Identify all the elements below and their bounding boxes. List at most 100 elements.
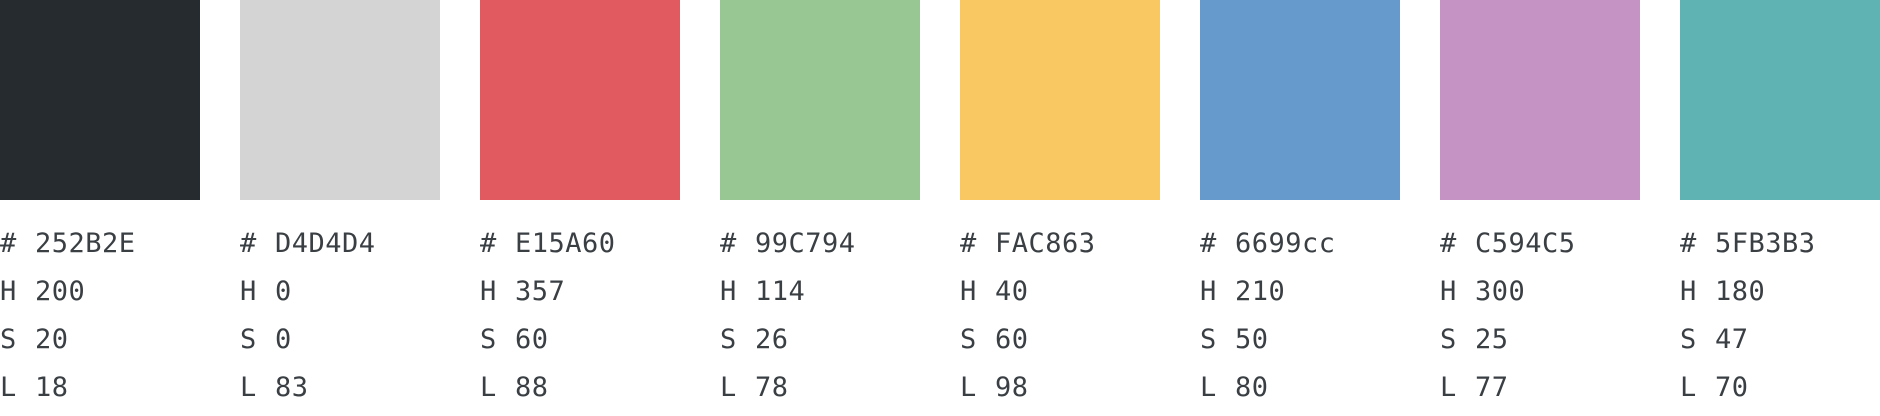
saturation-row: S 60 <box>960 320 1160 368</box>
hex-value: D4D4D4 <box>275 228 376 259</box>
hex-row: # FAC863 <box>960 224 1160 272</box>
swatch-color-3 <box>720 0 920 200</box>
lightness-value: 83 <box>275 372 309 403</box>
hex-row: # D4D4D4 <box>240 224 440 272</box>
swatch-info-7: #5FB3B3 H 180 S 47 L 70 <box>1680 224 1880 416</box>
lightness-value: 70 <box>1715 372 1749 403</box>
hue-value: 40 <box>995 276 1029 307</box>
lightness-label: L <box>1440 372 1457 403</box>
hue-value: 210 <box>1235 276 1286 307</box>
hex-label: # <box>1200 228 1217 259</box>
swatch-5: #6699cc H 210 S 50 L 80 <box>1200 0 1400 403</box>
hex-row: #99C794 <box>720 224 920 272</box>
lightness-row: L 78 <box>720 368 920 416</box>
hue-value: 114 <box>755 276 806 307</box>
swatch-2: # E15A60 H 357 S 60 L 88 <box>480 0 680 403</box>
hex-label: # <box>0 228 17 259</box>
swatch-color-5 <box>1200 0 1400 200</box>
lightness-label: L <box>960 372 977 403</box>
lightness-value: 78 <box>755 372 789 403</box>
hex-row: #252B2E <box>0 224 200 272</box>
swatch-info-3: #99C794 H 114 S 26 L 78 <box>720 224 920 416</box>
lightness-label: L <box>1200 372 1217 403</box>
lightness-value: 77 <box>1475 372 1509 403</box>
hue-label: H <box>1200 276 1217 307</box>
hex-row: #5FB3B3 <box>1680 224 1880 272</box>
hex-row: # C594C5 <box>1440 224 1640 272</box>
hue-label: H <box>1440 276 1457 307</box>
swatch-info-2: # E15A60 H 357 S 60 L 88 <box>480 224 680 416</box>
saturation-value: 0 <box>275 324 292 355</box>
swatch-6: # C594C5 H 300 S 25 L 77 <box>1440 0 1640 403</box>
hex-label: # <box>960 228 977 259</box>
lightness-value: 98 <box>995 372 1029 403</box>
swatch-color-7 <box>1680 0 1880 200</box>
hue-label: H <box>1680 276 1697 307</box>
swatch-4: # FAC863 H 40 S 60 L 98 <box>960 0 1160 403</box>
hex-value: 5FB3B3 <box>1715 228 1816 259</box>
lightness-label: L <box>240 372 257 403</box>
hex-label: # <box>1440 228 1457 259</box>
swatch-color-6 <box>1440 0 1640 200</box>
lightness-label: L <box>720 372 737 403</box>
saturation-row: S 60 <box>480 320 680 368</box>
swatch-color-1 <box>240 0 440 200</box>
saturation-value: 26 <box>755 324 789 355</box>
saturation-label: S <box>480 324 497 355</box>
lightness-row: L 18 <box>0 368 200 416</box>
lightness-label: L <box>1680 372 1697 403</box>
hue-label: H <box>0 276 17 307</box>
saturation-label: S <box>1440 324 1457 355</box>
saturation-value: 47 <box>1715 324 1749 355</box>
saturation-label: S <box>0 324 17 355</box>
lightness-row: L 70 <box>1680 368 1880 416</box>
saturation-value: 50 <box>1235 324 1269 355</box>
hex-label: # <box>480 228 497 259</box>
lightness-value: 88 <box>515 372 549 403</box>
saturation-row: S 26 <box>720 320 920 368</box>
saturation-value: 60 <box>515 324 549 355</box>
hue-value: 0 <box>275 276 292 307</box>
hex-label: # <box>240 228 257 259</box>
saturation-value: 20 <box>35 324 69 355</box>
saturation-row: S 47 <box>1680 320 1880 368</box>
saturation-value: 60 <box>995 324 1029 355</box>
lightness-row: L 98 <box>960 368 1160 416</box>
hue-row: H 180 <box>1680 272 1880 320</box>
hex-label: # <box>1680 228 1697 259</box>
lightness-row: L 88 <box>480 368 680 416</box>
hex-value: E15A60 <box>515 228 616 259</box>
lightness-value: 80 <box>1235 372 1269 403</box>
hue-label: H <box>240 276 257 307</box>
lightness-value: 18 <box>35 372 69 403</box>
saturation-row: S 25 <box>1440 320 1640 368</box>
saturation-label: S <box>720 324 737 355</box>
swatch-color-4 <box>960 0 1160 200</box>
hex-value: C594C5 <box>1475 228 1576 259</box>
hue-label: H <box>720 276 737 307</box>
hue-row: H 210 <box>1200 272 1400 320</box>
hue-row: H 114 <box>720 272 920 320</box>
saturation-label: S <box>1680 324 1697 355</box>
hue-row: H 300 <box>1440 272 1640 320</box>
hex-value: 99C794 <box>755 228 856 259</box>
hue-row: H 200 <box>0 272 200 320</box>
saturation-value: 25 <box>1475 324 1509 355</box>
swatch-color-2 <box>480 0 680 200</box>
swatch-info-5: #6699cc H 210 S 50 L 80 <box>1200 224 1400 416</box>
hex-row: # E15A60 <box>480 224 680 272</box>
hex-value: 252B2E <box>35 228 136 259</box>
swatch-0: #252B2E H 200 S 20 L 18 <box>0 0 200 403</box>
hue-value: 180 <box>1715 276 1766 307</box>
swatch-7: #5FB3B3 H 180 S 47 L 70 <box>1680 0 1880 403</box>
lightness-row: L 80 <box>1200 368 1400 416</box>
hue-row: H 357 <box>480 272 680 320</box>
hue-label: H <box>960 276 977 307</box>
saturation-row: S 50 <box>1200 320 1400 368</box>
hue-value: 300 <box>1475 276 1526 307</box>
swatch-info-0: #252B2E H 200 S 20 L 18 <box>0 224 200 416</box>
